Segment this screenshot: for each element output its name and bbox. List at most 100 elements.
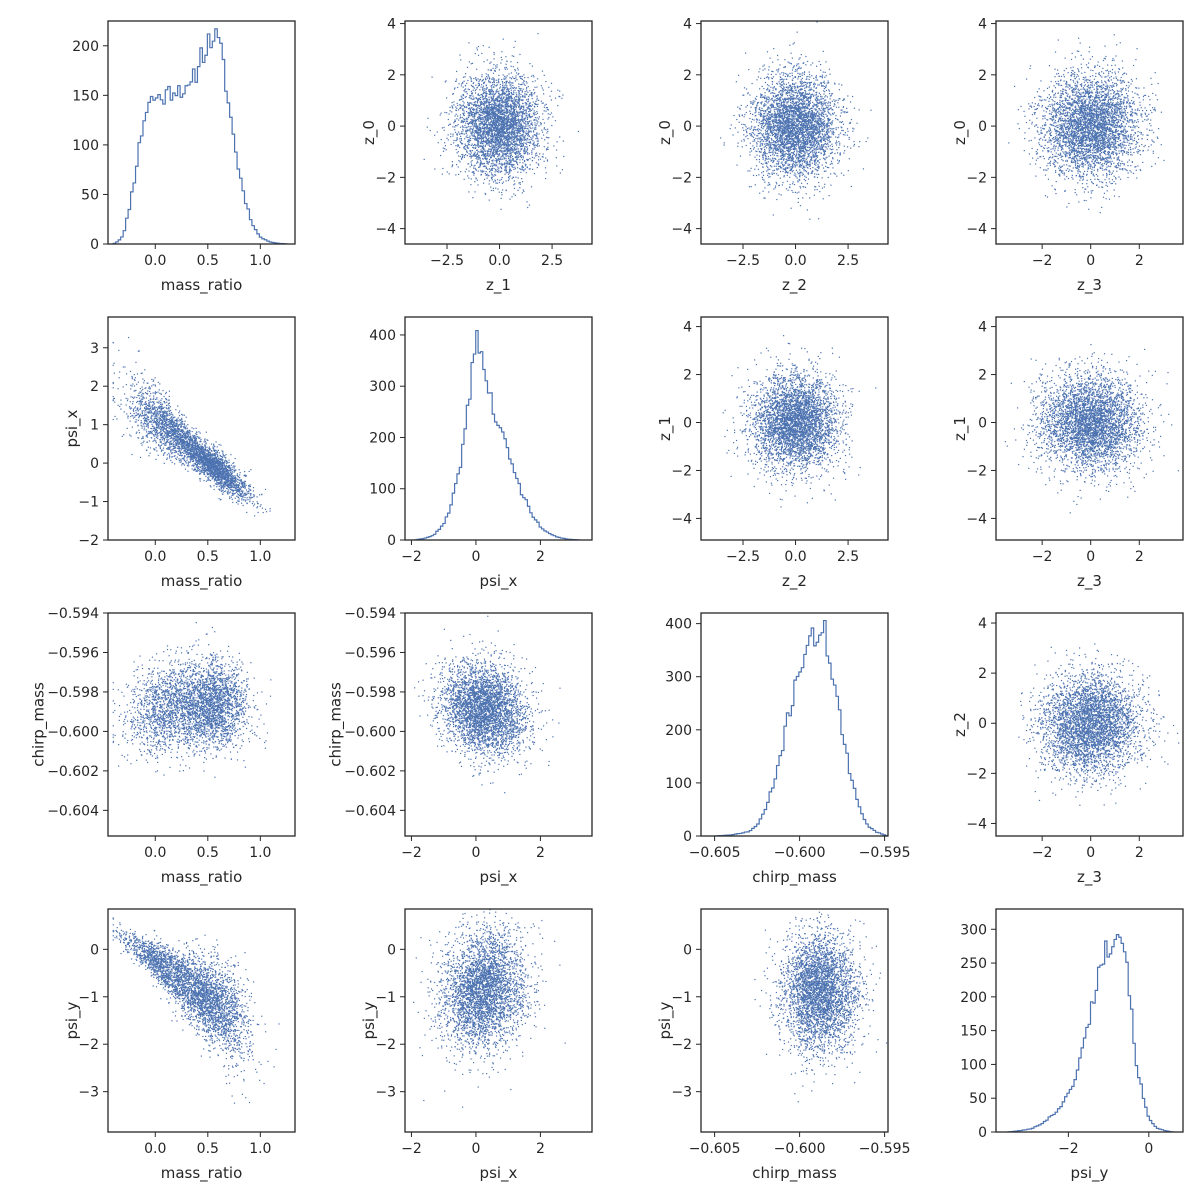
scatter-point	[502, 120, 505, 123]
scatter-point	[491, 126, 494, 128]
scatter-point	[811, 125, 814, 127]
scatter-point	[473, 105, 475, 107]
scatter-point	[515, 138, 518, 140]
scatter-point	[492, 95, 494, 97]
scatter-point	[484, 149, 486, 151]
scatter-point	[527, 100, 529, 102]
scatter-point	[502, 116, 504, 118]
scatter-point	[496, 84, 498, 86]
scatter-point	[488, 124, 490, 126]
scatter-point	[781, 125, 783, 128]
scatter-point	[485, 100, 488, 102]
scatter-point	[488, 107, 490, 110]
scatter-point	[788, 107, 790, 109]
scatter-point	[530, 93, 532, 95]
scatter-point	[518, 129, 520, 131]
scatter-point	[501, 136, 503, 138]
scatter-point	[470, 155, 472, 157]
scatter-point	[485, 112, 487, 114]
scatter-point	[771, 166, 773, 168]
scatter-point	[815, 117, 817, 119]
scatter-point	[479, 119, 481, 121]
scatter-point	[501, 113, 504, 115]
scatter-point	[488, 89, 490, 91]
scatter-point	[502, 102, 504, 104]
scatter-point	[507, 124, 509, 127]
scatter-point	[496, 90, 498, 92]
scatter-point	[816, 128, 818, 130]
scatter-point	[511, 126, 513, 128]
scatter-point	[461, 153, 463, 156]
scatter-point	[459, 133, 461, 135]
scatter-point	[501, 117, 503, 119]
scatter-point	[499, 86, 502, 88]
scatter-point	[830, 136, 832, 138]
scatter-point	[472, 125, 474, 127]
scatter-point	[517, 138, 519, 140]
scatter-point	[813, 156, 815, 158]
scatter-point	[522, 130, 525, 132]
scatter-point	[801, 158, 803, 160]
scatter-point	[781, 105, 783, 107]
scatter-point	[487, 101, 490, 104]
scatter-point	[463, 114, 465, 117]
scatter-point	[510, 152, 512, 154]
scatter-point	[494, 117, 496, 119]
scatter-point	[540, 122, 542, 124]
scatter-point	[543, 110, 545, 112]
scatter-point	[485, 174, 487, 176]
scatter-point	[503, 120, 505, 122]
scatter-point	[518, 120, 520, 122]
scatter-point	[517, 139, 519, 141]
scatter-point	[526, 93, 528, 96]
scatter-point	[519, 119, 522, 121]
scatter-point	[462, 97, 464, 100]
scatter-point	[480, 109, 482, 111]
scatter-point	[497, 111, 499, 113]
scatter-point	[469, 109, 471, 111]
scatter-point	[843, 145, 845, 147]
scatter-point	[504, 111, 506, 114]
scatter-point	[753, 128, 755, 130]
scatter-point	[480, 114, 482, 116]
scatter-point	[518, 86, 520, 88]
scatter-point	[481, 135, 483, 137]
scatter-point	[824, 146, 826, 148]
scatter-point	[492, 114, 495, 116]
scatter-point	[786, 120, 788, 122]
scatter-point	[822, 97, 824, 100]
scatter-point	[504, 93, 506, 95]
scatter-point	[506, 104, 508, 106]
scatter-point	[514, 148, 516, 150]
scatter-point	[491, 131, 493, 133]
scatter-point	[524, 109, 526, 112]
scatter-point	[488, 103, 490, 105]
scatter-point	[492, 146, 494, 148]
scatter-point	[758, 113, 760, 115]
scatter-point	[517, 119, 519, 121]
scatter-point	[511, 149, 513, 152]
scatter-point	[503, 93, 505, 95]
scatter-point	[498, 82, 500, 84]
scatter-point	[770, 148, 772, 150]
scatter-point	[512, 101, 514, 103]
scatter-point	[502, 127, 504, 129]
scatter-point	[763, 103, 766, 105]
scatter-point	[522, 115, 524, 117]
scatter-point	[494, 180, 496, 182]
scatter-point	[504, 99, 506, 101]
scatter-point	[520, 93, 522, 96]
scatter-point	[469, 111, 471, 113]
scatter-point	[495, 106, 497, 109]
scatter-point	[526, 166, 528, 169]
scatter-point	[493, 167, 495, 170]
scatter-point	[504, 121, 506, 123]
scatter-point	[469, 95, 471, 97]
scatter-point	[563, 155, 565, 158]
scatter-point	[512, 114, 515, 116]
scatter-point	[484, 165, 486, 168]
scatter-point	[485, 157, 487, 159]
scatter-point	[493, 69, 496, 72]
scatter-point	[489, 115, 491, 118]
